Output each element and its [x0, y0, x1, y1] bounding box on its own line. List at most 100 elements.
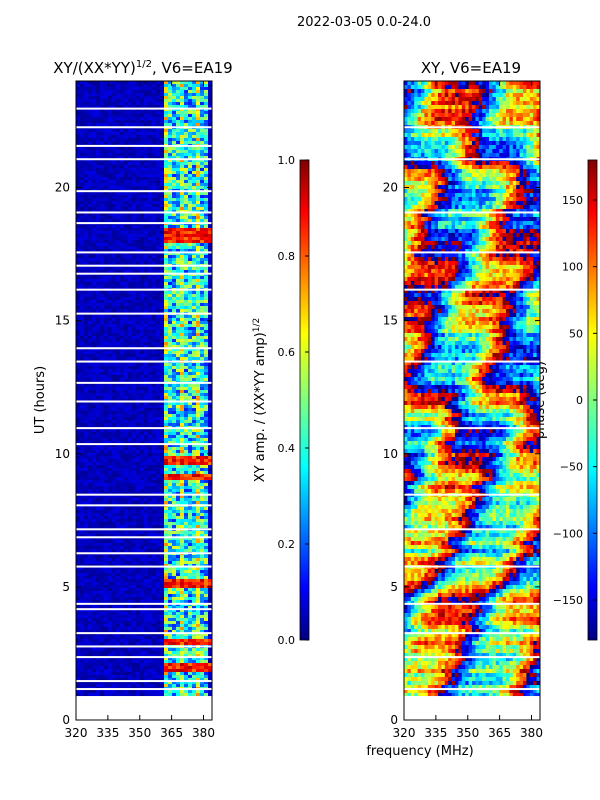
amp-cell	[84, 186, 89, 190]
amp-cell	[152, 339, 157, 343]
amp-cell	[136, 459, 141, 463]
amp-cell	[124, 111, 129, 115]
amp-cell	[124, 393, 129, 397]
amp-cell	[84, 231, 89, 235]
amp-cell	[140, 357, 145, 361]
amp-cell	[116, 402, 121, 406]
amp-cell	[136, 402, 141, 406]
amp-cell	[80, 279, 85, 283]
amp-cell	[100, 372, 105, 376]
amp-cell	[112, 186, 117, 190]
amp-cell	[152, 441, 157, 445]
amp-cell	[176, 162, 181, 166]
amp-cell	[168, 414, 173, 418]
amp-cell	[104, 246, 109, 250]
amp-cell	[136, 141, 141, 145]
amp-cell	[104, 150, 109, 154]
amp-cell	[124, 318, 129, 322]
amp-cell	[104, 477, 109, 481]
amp-cell	[204, 282, 209, 286]
amp-cell	[148, 330, 153, 334]
amp-cell	[204, 333, 209, 337]
amp-cell	[152, 483, 157, 487]
amp-cell	[192, 246, 197, 250]
amp-cell	[152, 267, 157, 271]
amp-cell	[172, 396, 177, 400]
amp-cell	[88, 369, 93, 373]
amp-cell	[112, 204, 117, 208]
amp-cell	[140, 180, 145, 184]
amp-cell	[192, 150, 197, 154]
amp-cell	[148, 219, 153, 223]
amp-cell	[152, 507, 157, 511]
amp-cell	[128, 201, 133, 205]
amp-cell	[152, 243, 157, 247]
amp-cell	[160, 255, 165, 259]
amp-cell	[132, 342, 137, 346]
amp-cell	[208, 453, 212, 457]
amp-cell	[76, 357, 81, 361]
amp-cell	[188, 204, 193, 208]
amp-cell	[124, 84, 129, 88]
amp-cell	[104, 111, 109, 115]
amp-cell	[136, 489, 141, 493]
amp-cell	[168, 255, 173, 259]
amp-cell	[180, 510, 185, 514]
amp-cell	[144, 246, 149, 250]
amp-cell	[88, 321, 93, 325]
amp-cell	[192, 141, 197, 145]
amp-cell	[152, 207, 157, 211]
amp-cell	[204, 186, 209, 190]
amp-cell	[104, 282, 109, 286]
amp-cell	[92, 417, 97, 421]
amp-cell	[80, 138, 85, 142]
amp-cell	[204, 114, 209, 118]
amp-cell	[208, 462, 212, 466]
amp-cell	[116, 507, 121, 511]
amp-cell	[176, 321, 181, 325]
amp-cell	[208, 456, 212, 460]
amp-cell	[108, 474, 113, 478]
amp-cell	[92, 441, 97, 445]
amp-cell	[88, 348, 93, 352]
amp-cell	[208, 114, 212, 118]
amp-cell	[156, 291, 161, 295]
amp-cell	[180, 318, 185, 322]
amp-cell	[164, 330, 169, 334]
amp-cell	[180, 258, 185, 262]
amp-cell	[80, 432, 85, 436]
amp-cell	[120, 300, 125, 304]
amp-cell	[152, 156, 157, 160]
amp-cell	[96, 120, 101, 124]
amp-cell	[168, 165, 173, 169]
amp-cell	[76, 519, 81, 523]
amp-cell	[148, 495, 153, 499]
amp-cell	[180, 285, 185, 289]
amp-cell	[88, 213, 93, 217]
amp-cell	[188, 483, 193, 487]
amp-cell	[144, 486, 149, 490]
amp-cell	[108, 336, 113, 340]
amp-cell	[188, 168, 193, 172]
amp-cell	[88, 267, 93, 271]
amp-cell	[148, 183, 153, 187]
amp-cell	[144, 87, 149, 91]
amp-cell	[160, 117, 165, 121]
amp-cell	[208, 168, 212, 172]
amp-cell	[208, 234, 212, 238]
amp-cell	[204, 405, 209, 409]
amp-cell	[160, 333, 165, 337]
amp-cell	[136, 315, 141, 319]
amp-cell	[100, 495, 105, 499]
amp-cell	[136, 483, 141, 487]
amp-cell	[144, 147, 149, 151]
amp-cell	[148, 192, 153, 196]
amp-cell	[84, 117, 89, 121]
amp-cell	[208, 93, 212, 97]
amp-cell	[140, 165, 145, 169]
amp-cell	[208, 96, 212, 100]
amp-cell	[144, 123, 149, 127]
amp-cell	[96, 342, 101, 346]
amp-cell	[108, 348, 113, 352]
amp-cell	[200, 345, 205, 349]
